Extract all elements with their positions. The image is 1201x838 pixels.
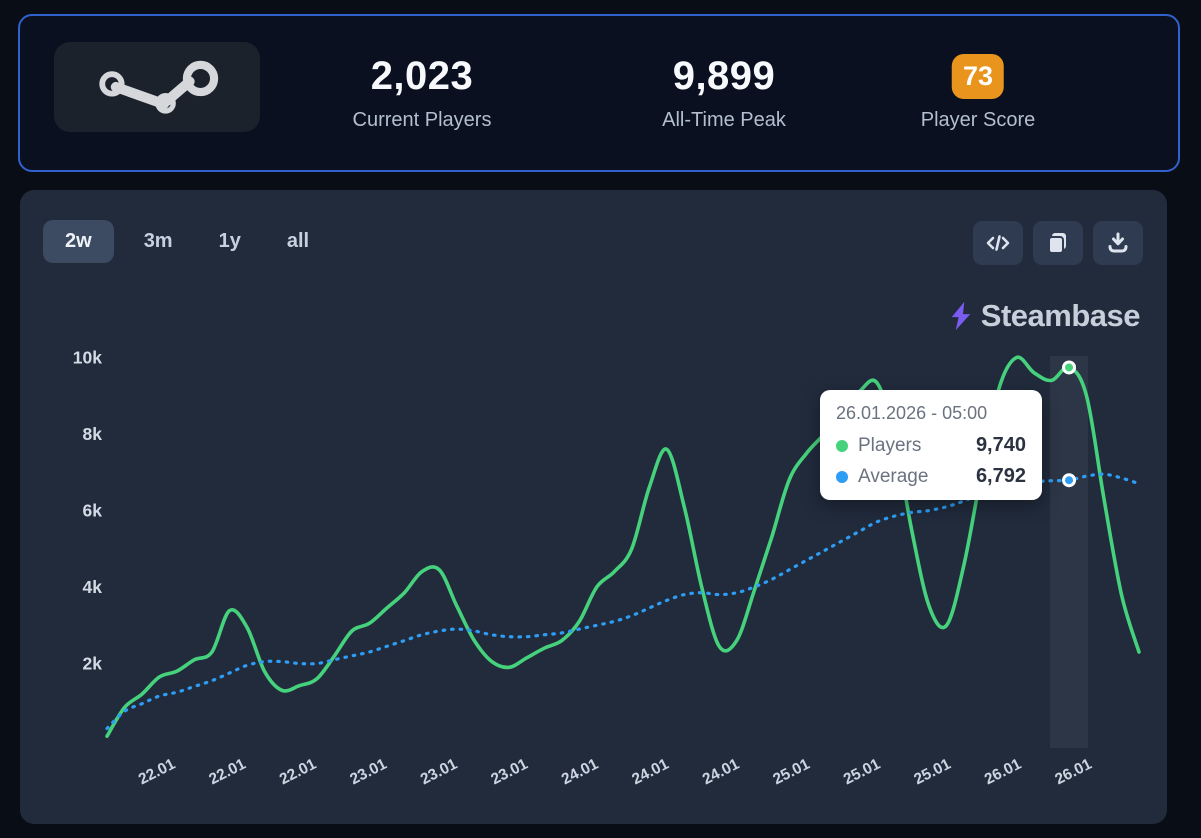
- hover-highlight-band: [1050, 356, 1089, 748]
- x-axis-tick: 23.01: [488, 755, 531, 788]
- x-axis-tick: 26.01: [1052, 755, 1095, 788]
- player-chart[interactable]: 10k 8k 6k 4k 2k 22.01 22.01 22.01 23.01 23.01 23.0…: [20, 190, 1167, 824]
- y-axis-tick: 2k: [83, 654, 103, 674]
- x-axis-tick: 22.01: [136, 755, 179, 788]
- y-axis-tick: 10k: [73, 348, 102, 368]
- x-axis-tick: 24.01: [629, 755, 672, 788]
- code-icon: [986, 235, 1010, 251]
- copy-button[interactable]: [1033, 221, 1083, 265]
- chart-actions: [973, 221, 1143, 265]
- x-axis-tick: 25.01: [770, 755, 813, 788]
- tooltip-average-label: Average: [858, 465, 929, 487]
- range-all-button[interactable]: all: [271, 220, 325, 263]
- download-button[interactable]: [1093, 221, 1143, 265]
- x-axis-tick: 25.01: [841, 755, 884, 788]
- x-axis-tick: 23.01: [347, 755, 390, 788]
- tooltip-date: 26.01.2026 - 05:00: [836, 403, 988, 423]
- y-axis-tick: 6k: [83, 501, 103, 521]
- x-axis-tick: 25.01: [911, 755, 954, 788]
- x-axis-tick: 23.01: [418, 755, 461, 788]
- y-axis-tick: 4k: [83, 577, 103, 597]
- current-players-value: 2,023: [370, 54, 474, 98]
- tooltip-row-average: Average 6,792: [836, 465, 1026, 488]
- copy-icon: [1048, 233, 1066, 254]
- player-score-stat: 73 Player Score: [920, 16, 1036, 170]
- current-players-stat: 2,023 Current Players: [353, 16, 492, 170]
- tooltip-average-value: 6,792: [975, 465, 1026, 487]
- tooltip-row-players: Players 9,740: [836, 434, 1026, 457]
- embed-code-button[interactable]: [973, 221, 1023, 265]
- current-players-label: Current Players: [352, 109, 492, 131]
- x-axis-tick: 22.01: [277, 755, 320, 788]
- players-dot-icon: [836, 439, 848, 452]
- x-axis-tick: 26.01: [982, 755, 1025, 788]
- steambase-logo-icon: [951, 301, 971, 331]
- range-selector: 2w 3m 1y all: [43, 220, 325, 263]
- download-icon: [1108, 232, 1128, 253]
- chart-tooltip: 26.01.2026 - 05:00 Players 9,740 Average…: [820, 390, 1042, 500]
- steam-logo-tile[interactable]: [54, 42, 260, 132]
- average-hover-marker: [1062, 473, 1077, 488]
- steam-icon: [99, 60, 219, 114]
- range-1y-button[interactable]: 1y: [203, 220, 257, 263]
- stats-header-card: 2,023 Current Players 9,899 All-Time Pea…: [18, 14, 1180, 172]
- all-time-peak-label: All-Time Peak: [662, 109, 786, 131]
- tooltip-players-label: Players: [858, 434, 922, 456]
- all-time-peak-value: 9,899: [672, 54, 776, 98]
- x-axis-tick: 22.01: [206, 755, 249, 788]
- x-axis-tick: 24.01: [559, 755, 602, 788]
- steambase-wordmark: Steambase: [980, 298, 1141, 333]
- tooltip-players-value: 9,740: [975, 434, 1026, 456]
- average-line: [105, 472, 1141, 731]
- all-time-peak-stat: 9,899 All-Time Peak: [662, 16, 786, 170]
- x-axis-tick: 24.01: [700, 755, 743, 788]
- steambase-watermark: Steambase: [949, 298, 1141, 334]
- chart-panel: 2w 3m 1y all: [20, 190, 1167, 824]
- player-score-badge: 73: [952, 54, 1004, 99]
- y-axis-tick: 8k: [83, 424, 103, 444]
- range-2w-button[interactable]: 2w: [43, 220, 114, 263]
- players-hover-marker: [1062, 360, 1077, 375]
- range-3m-button[interactable]: 3m: [128, 220, 189, 263]
- player-score-label: Player Score: [920, 109, 1036, 131]
- average-dot-icon: [836, 470, 848, 483]
